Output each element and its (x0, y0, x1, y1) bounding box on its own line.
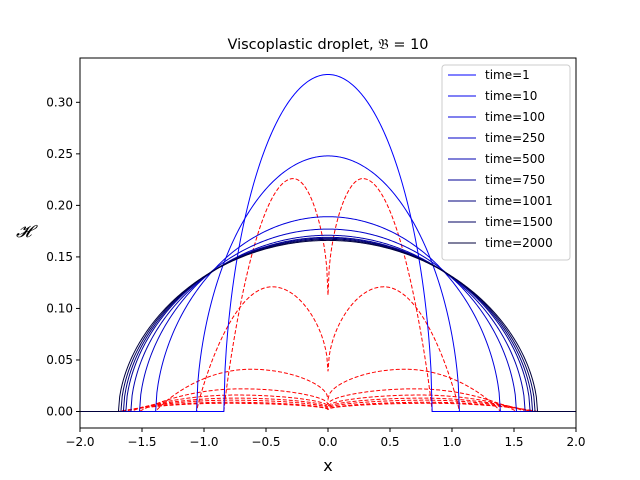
height-series-line (80, 237, 576, 413)
legend-entry: time=1500 (485, 215, 553, 229)
legend-entry: time=2000 (485, 236, 553, 250)
legend-entry: time=100 (485, 110, 545, 124)
legend-entry: time=1 (485, 68, 530, 82)
y-tick-label: 0.20 (46, 198, 73, 212)
x-tick-label: 1.0 (442, 435, 461, 449)
height-series-line (80, 236, 576, 413)
x-axis: −2.0 −1.5 −1.0 −0.5 0.0 0.5 1.0 1.5 2.0 (65, 428, 586, 449)
legend-entry: time=500 (485, 152, 545, 166)
x-tick-label: −2.0 (65, 435, 94, 449)
yield-surface-line (80, 286, 576, 413)
legend-entry: time=250 (485, 131, 545, 145)
y-tick-label: 0.30 (46, 95, 73, 109)
y-tick-label: 0.15 (46, 250, 73, 264)
x-tick-label: −1.0 (189, 435, 218, 449)
x-tick-label: 1.5 (504, 435, 523, 449)
x-tick-label: 2.0 (566, 435, 585, 449)
legend-entry: time=750 (485, 173, 545, 187)
x-tick-label: −0.5 (251, 435, 280, 449)
height-series-line (80, 239, 576, 413)
y-tick-label: 0.00 (46, 405, 73, 419)
y-tick-label: 0.25 (46, 147, 73, 161)
y-tick-label: 0.05 (46, 353, 73, 367)
height-series-line (80, 155, 576, 413)
legend-entry: time=10 (485, 89, 537, 103)
height-series-line (80, 234, 576, 413)
height-series-line (80, 238, 576, 413)
yield-surface-line (80, 397, 576, 413)
y-tick-label: 0.10 (46, 301, 73, 315)
y-axis: 0.00 0.05 0.10 0.15 0.20 0.25 0.30 (46, 95, 80, 419)
x-tick-label: 0.5 (380, 435, 399, 449)
x-axis-label: x (323, 456, 332, 475)
yield-surface-line (80, 388, 576, 413)
legend-box (441, 64, 571, 261)
chart-title: Viscoplastic droplet, 𝔅 = 10 (227, 37, 428, 53)
yield-surface-line (80, 368, 576, 413)
legend-entry: time=1001 (485, 194, 553, 208)
yield-surface-line (80, 399, 576, 413)
legend: time=1 time=10 time=100 time=250 time=500 tim… (441, 64, 571, 261)
x-tick-label: 0.0 (318, 435, 337, 449)
yield-surface-line (80, 402, 576, 413)
height-series-line (80, 216, 576, 413)
curves-group (80, 73, 576, 413)
height-series-line (80, 228, 576, 413)
x-tick-label: −1.5 (127, 435, 156, 449)
